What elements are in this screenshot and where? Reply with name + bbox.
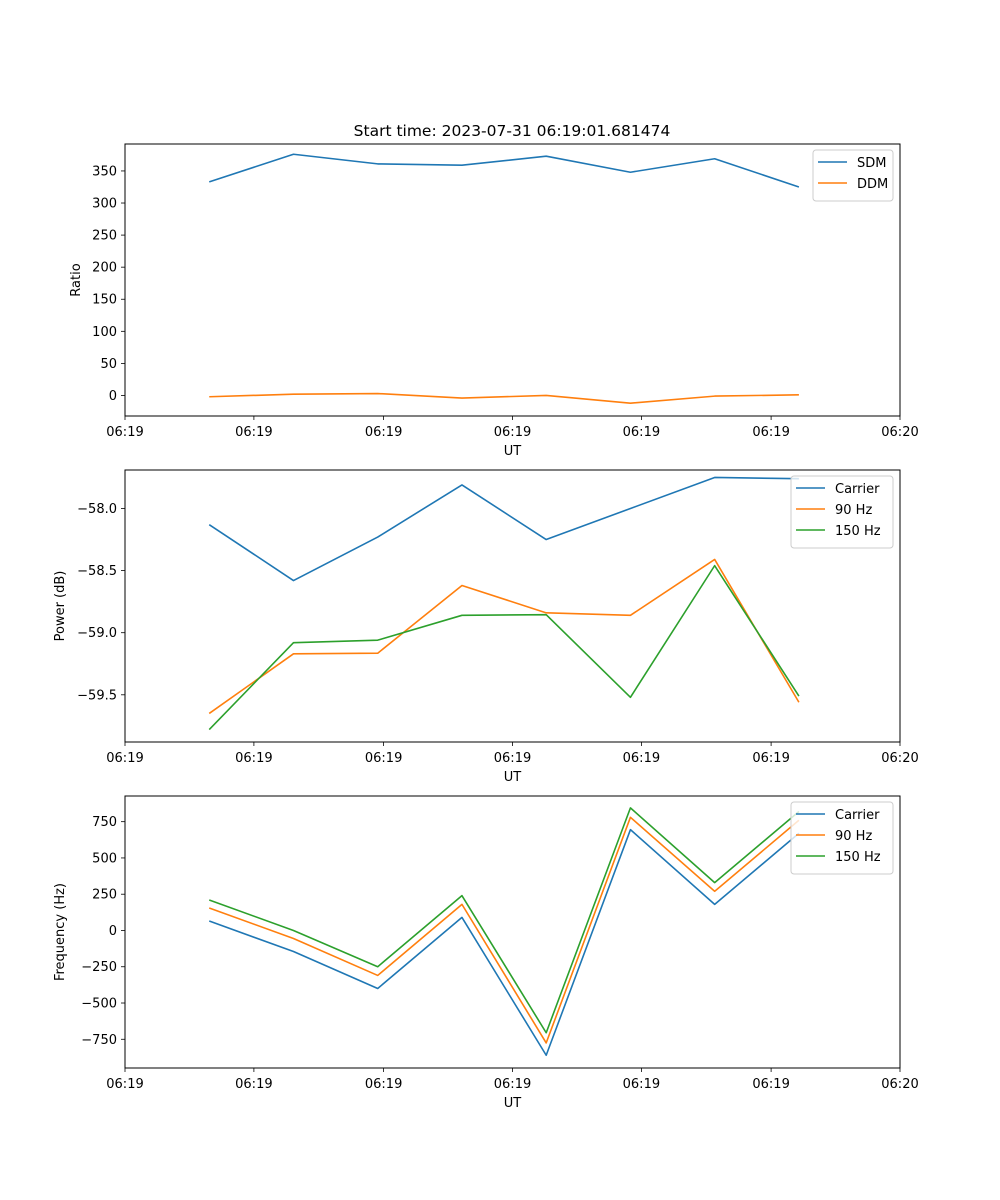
- panel-ratio: 06:19 06:19 06:19 06:19 06:19 06:19 06:20 0 50 10…: [69, 143, 919, 459]
- y-tick-label: 0: [109, 924, 117, 939]
- legend-label: 90 Hz: [835, 829, 872, 844]
- x-axis-label: UT: [504, 444, 522, 459]
- x-tick-label: 06:19: [752, 751, 789, 766]
- legend-label: 90 Hz: [835, 503, 872, 518]
- x-axis-label: UT: [504, 770, 522, 785]
- x-tick-label: 06:19: [106, 751, 143, 766]
- legend-label: Carrier: [835, 482, 880, 497]
- legend-label: Carrier: [835, 808, 880, 823]
- series-line-90-hz: [208, 816, 800, 1044]
- y-tick-label: −59.5: [77, 688, 117, 703]
- y-tick-label: 150: [92, 293, 117, 308]
- series-line-sdm: [208, 153, 800, 188]
- series-line-90-hz: [208, 558, 800, 715]
- legend-label: DDM: [857, 177, 888, 192]
- x-tick-label: 06:20: [881, 751, 918, 766]
- legend-label: 150 Hz: [835, 850, 881, 865]
- x-tick-label: 06:19: [235, 425, 272, 440]
- x-tick-label: 06:19: [494, 1077, 531, 1092]
- series-line-carrier: [208, 828, 800, 1057]
- x-tick-label: 06:19: [623, 751, 660, 766]
- y-tick-label: 350: [92, 164, 117, 179]
- y-tick-label: −58.5: [77, 564, 117, 579]
- x-tick-label: 06:19: [752, 1077, 789, 1092]
- x-tick-label: 06:19: [235, 751, 272, 766]
- x-tick-label: 06:20: [881, 1077, 918, 1092]
- x-tick-label: 06:19: [494, 425, 531, 440]
- y-axis-label: Frequency (Hz): [53, 883, 68, 981]
- x-tick-label: 06:19: [365, 1077, 402, 1092]
- y-tick-label: −250: [81, 960, 117, 975]
- panel-frequency: 06:19 06:19 06:19 06:19 06:19 06:19 06:20 −750 −…: [53, 795, 919, 1111]
- legend-label: 150 Hz: [835, 524, 881, 539]
- y-tick-label: 100: [92, 325, 117, 340]
- legend: Carrier 90 Hz 150 Hz: [790, 801, 894, 875]
- series-line-ddm: [209, 392, 799, 404]
- legend-label: SDM: [857, 156, 886, 171]
- x-tick-label: 06:19: [235, 1077, 272, 1092]
- y-tick-label: −59.0: [77, 626, 117, 641]
- y-axis-label: Ratio: [69, 263, 84, 296]
- series-line-150-hz: [208, 807, 800, 1034]
- y-tick-label: 200: [92, 261, 117, 276]
- y-tick-label: 0: [109, 389, 117, 404]
- x-tick-label: 06:20: [881, 425, 918, 440]
- x-tick-label: 06:19: [106, 425, 143, 440]
- x-axis-label: UT: [504, 1096, 522, 1111]
- y-tick-label: 750: [92, 815, 117, 830]
- y-tick-label: −750: [81, 1033, 117, 1048]
- y-tick-label: 300: [92, 197, 117, 212]
- x-tick-label: 06:19: [106, 1077, 143, 1092]
- y-axis-label: Power (dB): [53, 571, 68, 642]
- y-tick-label: 500: [92, 851, 117, 866]
- x-tick-label: 06:19: [494, 751, 531, 766]
- y-tick-label: −58.0: [77, 502, 117, 517]
- y-tick-label: 50: [100, 357, 117, 372]
- x-tick-label: 06:19: [365, 751, 402, 766]
- legend: Carrier 90 Hz 150 Hz: [790, 475, 894, 549]
- x-tick-label: 06:19: [623, 425, 660, 440]
- x-tick-label: 06:19: [752, 425, 789, 440]
- y-tick-label: 250: [92, 888, 117, 903]
- legend: SDM DDM: [812, 149, 894, 202]
- series-line-150-hz: [208, 564, 800, 731]
- series-line-carrier: [208, 476, 799, 582]
- x-tick-label: 06:19: [365, 425, 402, 440]
- panel-power: 06:19 06:19 06:19 06:19 06:19 06:19 06:20 −59.5…: [53, 469, 919, 785]
- chart-title: Start time: 2023-07-31 06:19:01.681474: [354, 122, 671, 140]
- y-tick-label: 250: [92, 229, 117, 244]
- y-tick-label: −500: [81, 997, 117, 1012]
- x-tick-label: 06:19: [623, 1077, 660, 1092]
